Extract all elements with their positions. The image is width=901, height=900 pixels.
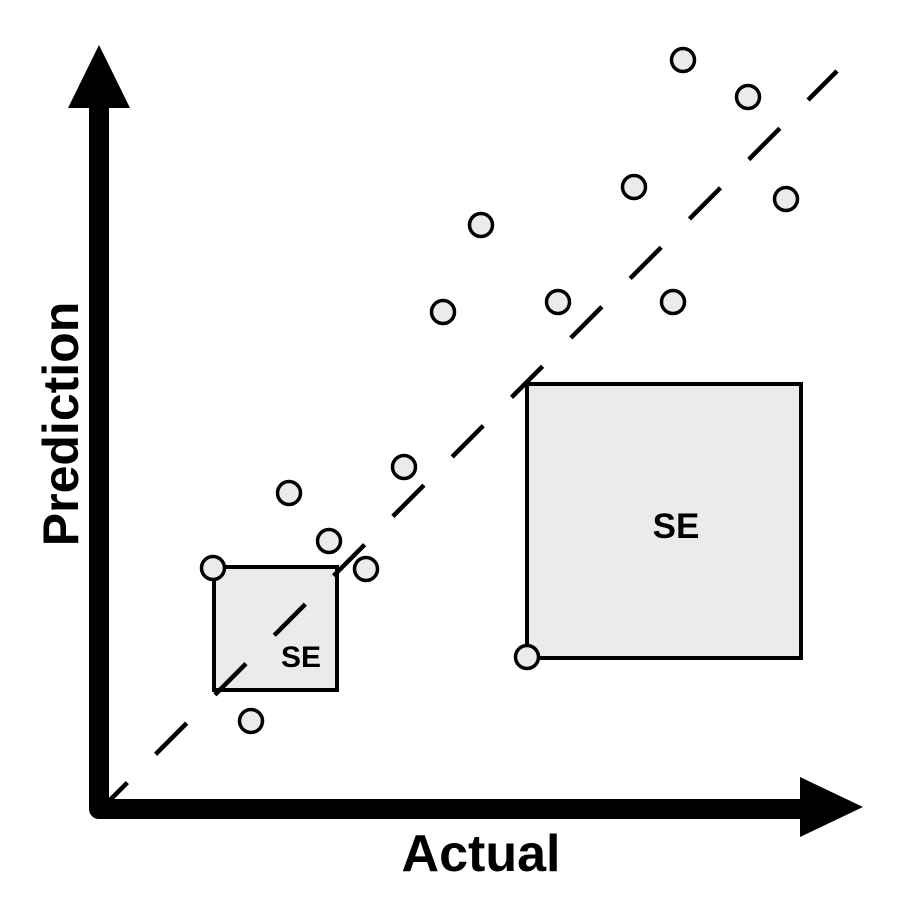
points-layer	[199, 46, 800, 735]
data-point	[429, 298, 457, 326]
y-axis-arrowhead	[68, 45, 130, 108]
error-squares-layer: SE SE	[212, 382, 803, 692]
se-square-small	[212, 565, 339, 692]
data-point	[544, 288, 572, 316]
x-axis-arrowhead	[800, 777, 863, 837]
data-point	[315, 527, 343, 555]
data-point	[659, 288, 687, 316]
axis-shaft	[89, 106, 802, 819]
data-point	[352, 555, 380, 583]
data-point	[513, 643, 541, 671]
data-point	[734, 83, 762, 111]
se-square-label: SE	[653, 507, 700, 546]
data-point	[669, 46, 697, 74]
axes-layer: Actual Prediction	[33, 45, 863, 883]
data-point	[390, 453, 418, 481]
data-point	[772, 185, 800, 213]
identity-line-layer	[107, 69, 839, 803]
data-point	[620, 173, 648, 201]
data-point	[199, 554, 227, 582]
se-square-label: SE	[281, 641, 321, 674]
data-point	[237, 707, 265, 735]
x-axis-label: Actual	[402, 825, 561, 883]
data-point	[275, 479, 303, 507]
se-square-large	[525, 382, 803, 660]
y-axis-label: Prediction	[33, 302, 89, 546]
identity-line	[107, 69, 839, 803]
data-point	[467, 211, 495, 239]
